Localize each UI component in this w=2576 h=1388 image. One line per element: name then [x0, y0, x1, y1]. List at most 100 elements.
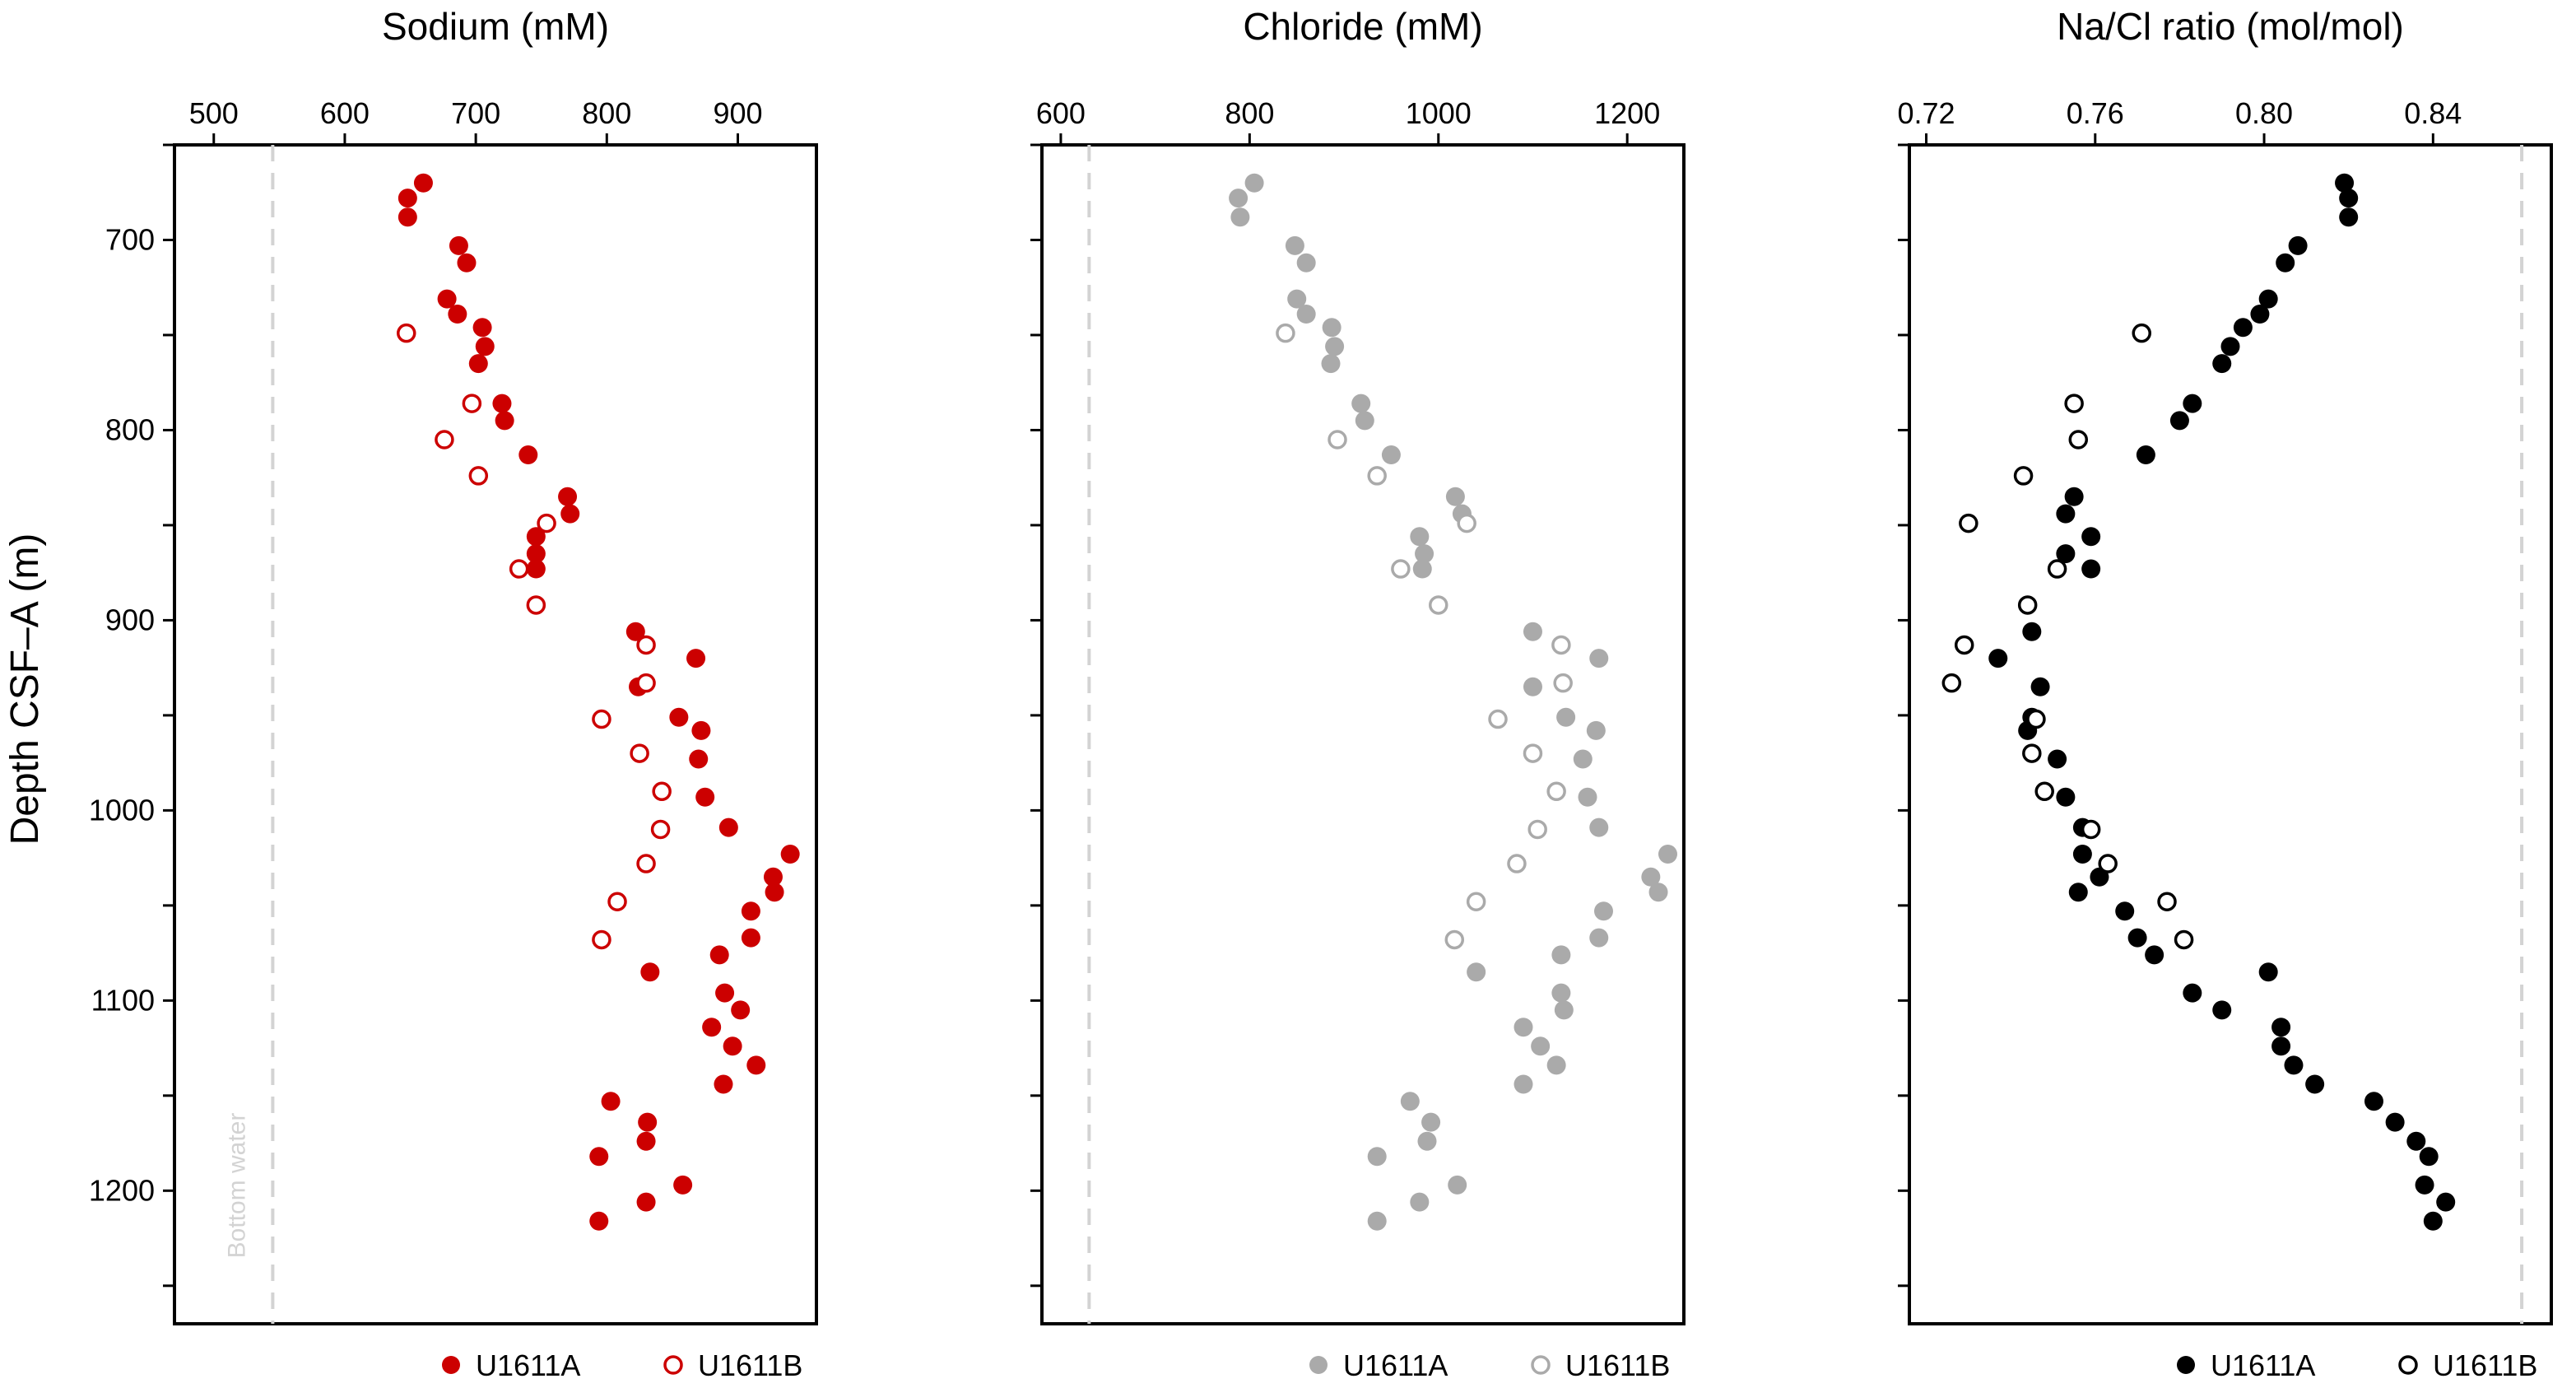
point-u1611a: [2271, 1018, 2291, 1037]
point-u1611a: [709, 945, 729, 965]
bottom-water-label: Bottom water: [223, 1113, 250, 1259]
point-u1611a: [2415, 1175, 2434, 1195]
point-u1611b: [652, 781, 672, 802]
panel-sodium: Sodium (mM) Bottom water 500 600 700 800 900…: [89, 5, 818, 1382]
point-u1611a: [1589, 817, 1609, 837]
point-u1611b: [1959, 513, 1978, 533]
point-u1611a: [1322, 318, 1341, 338]
point-u1611b: [1523, 743, 1543, 763]
y-tick-label: 900: [105, 603, 155, 636]
point-u1611a: [495, 411, 514, 431]
point-u1611a: [2335, 173, 2355, 193]
point-u1611a: [468, 354, 488, 374]
point-u1611b: [1553, 673, 1573, 693]
point-u1611a: [1448, 1175, 1467, 1195]
point-u1611a: [558, 487, 578, 506]
point-u1611a: [2258, 289, 2278, 309]
point-u1611a: [1445, 487, 1465, 506]
point-u1611a: [1367, 1211, 1387, 1231]
point-u1611a: [2056, 504, 2076, 524]
point-u1611a: [638, 1112, 658, 1132]
panel-title: Na/Cl ratio (mol/mol): [2057, 5, 2404, 48]
point-u1611b: [462, 394, 482, 413]
point-u1611a: [1546, 1055, 1566, 1075]
point-u1611b: [592, 709, 611, 729]
point-u1611a: [1556, 707, 1576, 727]
point-u1611a: [2183, 394, 2202, 413]
point-u1611a: [1381, 445, 1401, 464]
panel-title: Chloride (mM): [1243, 5, 1482, 48]
point-u1611a: [1351, 394, 1371, 413]
x-tick-label: 1000: [1406, 96, 1472, 130]
point-u1611a: [1400, 1092, 1420, 1111]
point-u1611a: [673, 1175, 693, 1195]
point-u1611a: [2030, 677, 2050, 696]
point-u1611a: [2212, 1000, 2232, 1020]
point-u1611a: [2364, 1092, 2383, 1111]
point-u1611a: [1287, 289, 1307, 309]
point-u1611a: [763, 867, 783, 887]
point-u1611b: [435, 430, 454, 449]
point-u1611a: [560, 504, 580, 524]
point-u1611b: [1527, 819, 1547, 840]
point-u1611a: [1551, 945, 1571, 965]
point-u1611a: [1578, 787, 1597, 807]
point-u1611a: [686, 649, 706, 668]
y-tick-label: 700: [105, 222, 155, 256]
point-u1611a: [2276, 253, 2295, 272]
x-tick-label: 800: [582, 96, 631, 130]
x-tick-label: 0.84: [2404, 96, 2462, 130]
point-u1611b: [1507, 854, 1527, 873]
point-u1611a: [636, 1131, 656, 1151]
point-u1611a: [492, 394, 512, 413]
y-tick-label: 1000: [89, 793, 155, 827]
point-u1611a: [1415, 544, 1434, 564]
point-u1611a: [2212, 354, 2232, 374]
point-u1611b: [607, 892, 627, 912]
point-u1611a: [741, 901, 760, 921]
point-u1611b: [2098, 854, 2118, 873]
x-axis-ticks: 600 800 1000 1200: [1036, 96, 1660, 145]
y-axis-label: Depth CSF–A (m): [3, 533, 47, 845]
panel-frame: [1908, 143, 2553, 1325]
legend-marker-u1611b: [1531, 1355, 1551, 1375]
x-tick-label: 0.72: [1897, 96, 1955, 130]
point-u1611b: [592, 929, 611, 950]
legend: U1611A U1611B: [2177, 1348, 2537, 1382]
point-u1611b: [636, 635, 656, 655]
point-u1611a: [640, 962, 660, 982]
point-u1611a: [1641, 867, 1661, 887]
legend-label-u1611a: U1611A: [2211, 1348, 2315, 1382]
point-u1611a: [2339, 189, 2359, 208]
point-u1611a: [2136, 445, 2155, 464]
point-u1611b: [1546, 781, 1566, 802]
point-u1611a: [636, 1192, 656, 1212]
panel-na-cl-ratio: Na/Cl ratio (mol/mol) 0.72 0.76 0.80 0.84 U…: [1897, 5, 2553, 1382]
point-u1611b: [1488, 709, 1508, 729]
point-u1611a: [475, 337, 495, 356]
point-u1611b: [2174, 929, 2194, 950]
point-u1611a: [2145, 945, 2164, 965]
point-u1611a: [2072, 845, 2092, 864]
point-u1611a: [1531, 1036, 1551, 1056]
point-u1611a: [2064, 487, 2084, 506]
point-u1611a: [449, 235, 468, 255]
point-u1611b: [1941, 673, 1962, 693]
point-u1611a: [1554, 1000, 1574, 1020]
point-u1611a: [1367, 1147, 1387, 1167]
point-u1611a: [589, 1211, 609, 1231]
x-tick-label: 900: [713, 96, 762, 130]
legend-marker-u1611a: [2177, 1356, 2195, 1374]
point-u1611b: [2132, 323, 2151, 343]
panel-frame: [1040, 143, 1686, 1325]
point-u1611a: [398, 207, 417, 227]
point-u1611a: [1589, 649, 1609, 668]
point-u1611a: [2305, 1074, 2325, 1094]
point-u1611b: [1328, 430, 1347, 449]
point-u1611b: [636, 854, 656, 873]
point-u1611a: [714, 1074, 733, 1094]
point-u1611a: [1573, 749, 1593, 769]
legend-label-u1611b: U1611B: [2433, 1348, 2537, 1382]
point-u1611a: [2068, 883, 2088, 902]
